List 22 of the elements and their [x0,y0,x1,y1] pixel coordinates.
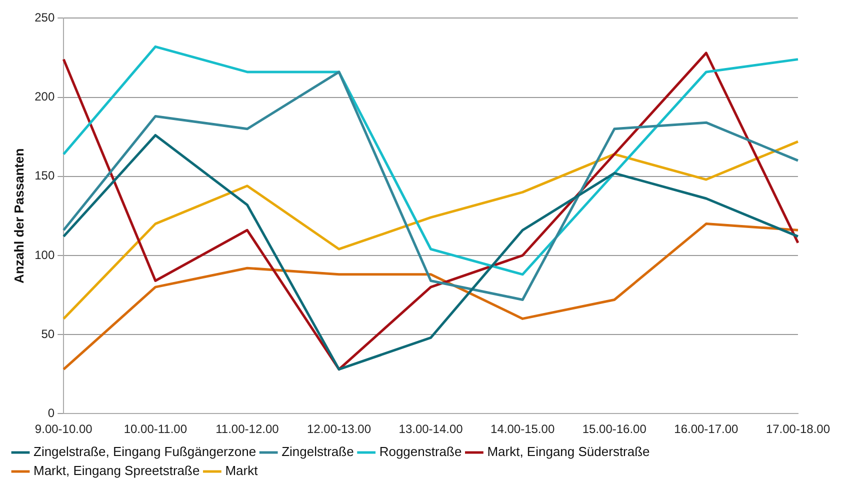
x-tick-label: 15.00-16.00 [582,422,647,436]
legend-label: Roggenstraße [379,444,462,460]
y-tick-label: 100 [34,248,55,262]
x-tick-label: 9.00-10.00 [34,422,93,436]
x-tick-label: 13.00-14.00 [398,422,464,436]
y-axis-title: Anzahl der Passanten [11,148,26,284]
legend-label: Markt, Eingang Spreetstraße [34,463,200,478]
legend-label: Markt, Eingang Süderstraße [487,444,650,460]
x-tick-label: 10.00-11.00 [124,422,188,436]
y-tick-label: 150 [34,168,55,183]
legend-label: Zingelstraße, Eingang Fußgängerzone [34,444,256,460]
x-tick-label: 14.00-15.00 [490,422,555,436]
y-tick-label: 250 [34,10,55,25]
legend-label: Zingelstraße [282,444,354,460]
y-tick-label: 50 [41,326,55,341]
x-tick-label: 11.00-12.00 [216,422,280,436]
x-tick-label: 16.00-17.00 [674,422,739,436]
y-tick-label: 0 [48,406,55,420]
x-tick-label: 17.00-18.00 [766,422,830,436]
y-tick-label: 200 [34,90,55,104]
legend-label: Markt [225,463,258,478]
x-tick-label: 12.00-13.00 [306,422,372,436]
